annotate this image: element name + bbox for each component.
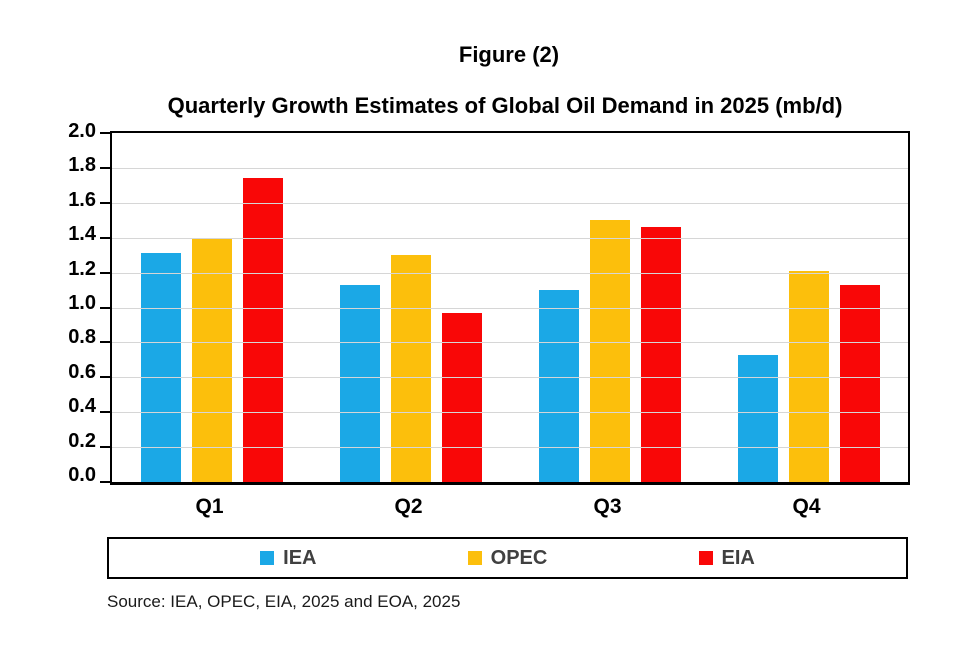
y-axis: 2.0 1.8 1.6 1.4 1.2 1.0 0.8 0.6 0.4 0.2 0.0 (18, 120, 96, 486)
chart-title: Quarterly Growth Estimates of Global Oil… (167, 93, 843, 118)
legend-label-eia: EIA (721, 546, 755, 569)
y-tick-mark (100, 271, 110, 274)
bar-opec-q4 (788, 270, 829, 482)
legend-item-eia: EIA (698, 546, 755, 570)
x-axis-labels: Q1 Q2 Q3 Q4 (110, 495, 906, 519)
bar-eia-q4 (839, 284, 880, 482)
plot-area (100, 131, 910, 485)
legend-swatch-opec-icon (467, 551, 482, 565)
legend-label-opec: OPEC (490, 546, 548, 569)
gridline (112, 167, 908, 169)
gridline (112, 237, 908, 239)
x-axis-label-q2: Q2 (394, 495, 423, 518)
figure-label: Figure (2) (458, 42, 560, 67)
y-tick-label: 0.2 (68, 429, 96, 452)
legend-item-iea: IEA (260, 546, 317, 570)
bar-group-q1 (112, 133, 311, 482)
source-note: Source: IEA, OPEC, EIA, 2025 and EOA, 20… (107, 592, 461, 611)
y-tick-mark (100, 132, 110, 134)
bar-iea-q4 (737, 354, 778, 482)
legend-swatch-iea-icon (260, 551, 275, 565)
y-tick-label: 1.0 (68, 292, 96, 314)
x-axis-label-q4: Q4 (792, 495, 821, 518)
gridline (112, 412, 908, 414)
y-tick-label: 1.2 (68, 257, 96, 280)
y-tick-label: 0.0 (68, 464, 96, 486)
bar-group-q2 (311, 133, 510, 482)
bar-opec-q3 (589, 220, 630, 482)
y-tick-mark (100, 166, 110, 169)
gridline (112, 202, 908, 204)
y-tick-mark (100, 376, 110, 379)
bar-eia-q3 (640, 227, 681, 482)
gridline (112, 447, 908, 449)
y-tick-label: 1.6 (68, 188, 96, 211)
bar-iea-q1 (140, 253, 181, 482)
y-tick-mark (100, 446, 110, 449)
gridline (112, 272, 908, 274)
bar-eia-q2 (441, 312, 482, 482)
bar-opec-q1 (191, 237, 232, 482)
y-tick-label: 0.4 (68, 395, 96, 418)
y-tick-label: 0.8 (68, 326, 96, 349)
bar-opec-q2 (390, 255, 431, 482)
gridline (112, 307, 908, 309)
bar-iea-q3 (538, 290, 579, 482)
y-tick-label: 1.8 (68, 154, 96, 177)
legend-label-iea: IEA (283, 546, 317, 569)
legend-item-opec: OPEC (467, 546, 548, 570)
y-tick-label: 0.6 (68, 360, 96, 383)
y-tick-mark (100, 481, 110, 483)
y-tick-mark (100, 236, 110, 239)
legend: IEA OPEC EIA (107, 537, 908, 579)
y-tick-mark (100, 411, 110, 414)
bar-eia-q1 (242, 178, 283, 482)
y-tick-label: 1.4 (68, 223, 96, 246)
y-tick-mark (100, 306, 110, 309)
bar-iea-q2 (339, 284, 380, 482)
gridline (112, 342, 908, 344)
x-axis-label-q3: Q3 (593, 495, 622, 518)
y-tick-mark (100, 201, 110, 204)
bar-group-q4 (709, 133, 908, 482)
bar-groups (112, 133, 908, 482)
gridline (112, 377, 908, 379)
legend-swatch-eia-icon (698, 551, 713, 565)
x-axis-label-q1: Q1 (195, 495, 224, 518)
y-tick-label: 2.0 (68, 120, 96, 142)
y-tick-mark (100, 341, 110, 344)
bar-group-q3 (510, 133, 709, 482)
